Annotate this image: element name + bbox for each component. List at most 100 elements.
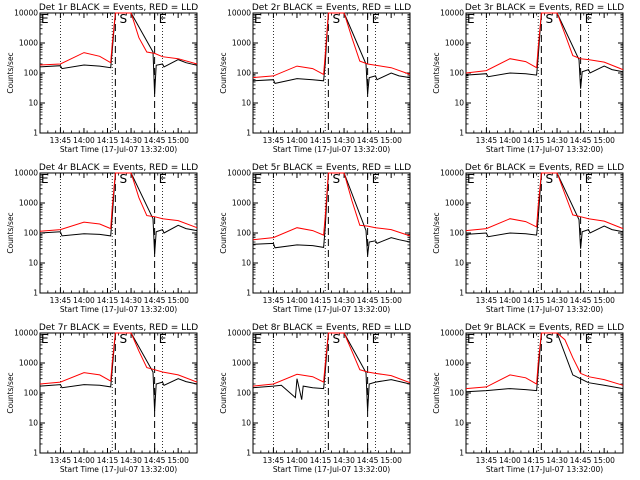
lld-series-line bbox=[465, 12, 624, 74]
x-tick-label: 14:00 bbox=[73, 456, 95, 465]
lld-series-line bbox=[252, 332, 411, 387]
plot-frame bbox=[465, 172, 624, 294]
interval-marker-label: E bbox=[159, 332, 167, 346]
x-tick-label: 14:00 bbox=[499, 136, 521, 145]
x-tick-label: 13:45 bbox=[263, 296, 285, 305]
panel-9: Det 9r BLACK = Events, RED = LLD 1 10 100 10… bbox=[432, 323, 624, 474]
interval-marker-label: S bbox=[120, 12, 128, 26]
interval-marker-label: E bbox=[41, 12, 49, 26]
panel-3: Det 3r BLACK = Events, RED = LLD 1 10 100 10… bbox=[432, 3, 624, 154]
panel-title: Det 7r BLACK = Events, RED = LLD bbox=[39, 323, 198, 333]
y-tick-label: 10 bbox=[454, 99, 464, 108]
x-tick-label: 14:30 bbox=[333, 136, 355, 145]
interval-marker-label: E bbox=[372, 12, 380, 26]
panel-title: Det 9r BLACK = Events, RED = LLD bbox=[465, 323, 624, 333]
x-tick-label: 14:00 bbox=[73, 136, 95, 145]
interval-marker-label: E bbox=[159, 172, 167, 186]
y-tick-label: 10 bbox=[28, 259, 38, 268]
panel-title: Det 6r BLACK = Events, RED = LLD bbox=[465, 163, 624, 173]
y-axis-label: Counts/sec bbox=[219, 212, 228, 253]
x-axis-label: Start Time (17-Jul-07 13:32:00) bbox=[273, 305, 390, 314]
y-tick-label: 100 bbox=[450, 69, 465, 78]
y-tick-label: 100 bbox=[24, 69, 39, 78]
interval-marker-label: E bbox=[254, 332, 262, 346]
interval-marker-label: E bbox=[585, 332, 593, 346]
x-tick-label: 15:00 bbox=[167, 136, 189, 145]
x-tick-label: 14:00 bbox=[286, 296, 308, 305]
y-tick-label: 1000 bbox=[232, 199, 251, 208]
x-tick-label: 14:30 bbox=[546, 456, 568, 465]
x-tick-label: 13:45 bbox=[50, 296, 72, 305]
events-series-line bbox=[465, 172, 624, 249]
y-axis-label: Counts/sec bbox=[432, 212, 441, 253]
events-series-line bbox=[465, 332, 624, 393]
x-tick-label: 14:15 bbox=[523, 456, 545, 465]
interval-marker-label: E bbox=[372, 172, 380, 186]
y-tick-label: 1000 bbox=[232, 39, 251, 48]
panel-5: Det 5r BLACK = Events, RED = LLD 1 10 100 10… bbox=[219, 163, 411, 314]
panel-1: Det 1r BLACK = Events, RED = LLD 1 10 100 10… bbox=[6, 3, 198, 154]
y-axis-label: Counts/sec bbox=[432, 52, 441, 93]
x-tick-label: 14:15 bbox=[97, 296, 119, 305]
lld-series-line bbox=[252, 172, 411, 241]
y-tick-label: 100 bbox=[24, 229, 39, 238]
interval-marker-label: E bbox=[372, 332, 380, 346]
y-tick-label: 100 bbox=[24, 389, 39, 398]
interval-marker-label: E bbox=[41, 332, 49, 346]
x-tick-label: 14:00 bbox=[286, 456, 308, 465]
x-tick-label: 14:15 bbox=[310, 136, 332, 145]
x-tick-label: 15:00 bbox=[593, 296, 615, 305]
x-tick-label: 15:00 bbox=[593, 136, 615, 145]
y-tick-label: 1 bbox=[33, 129, 38, 138]
y-tick-label: 100 bbox=[237, 229, 252, 238]
interval-marker-label: E bbox=[467, 332, 475, 346]
events-series-line bbox=[252, 12, 411, 95]
interval-marker-label: E bbox=[585, 12, 593, 26]
y-tick-label: 1 bbox=[459, 289, 464, 298]
x-tick-label: 14:15 bbox=[310, 296, 332, 305]
y-tick-label: 1 bbox=[33, 449, 38, 458]
x-tick-label: 13:45 bbox=[50, 136, 72, 145]
y-tick-label: 10000 bbox=[440, 9, 464, 18]
x-tick-label: 14:45 bbox=[144, 456, 166, 465]
y-tick-label: 100 bbox=[450, 229, 465, 238]
interval-marker-label: E bbox=[467, 12, 475, 26]
x-tick-label: 13:45 bbox=[476, 456, 498, 465]
panel-title: Det 4r BLACK = Events, RED = LLD bbox=[39, 163, 198, 173]
x-tick-label: 14:45 bbox=[570, 296, 592, 305]
y-tick-label: 10 bbox=[241, 419, 251, 428]
x-tick-label: 15:00 bbox=[380, 296, 402, 305]
y-tick-label: 10000 bbox=[440, 329, 464, 338]
y-tick-label: 10 bbox=[454, 419, 464, 428]
lld-series-line bbox=[39, 172, 198, 232]
y-tick-label: 1000 bbox=[19, 39, 38, 48]
panel-title: Det 1r BLACK = Events, RED = LLD bbox=[39, 3, 198, 13]
x-tick-label: 14:15 bbox=[310, 456, 332, 465]
x-tick-label: 14:00 bbox=[73, 296, 95, 305]
x-tick-label: 14:45 bbox=[144, 296, 166, 305]
x-tick-label: 14:15 bbox=[97, 456, 119, 465]
plot-frame bbox=[465, 12, 624, 134]
interval-marker-label: S bbox=[333, 332, 341, 346]
x-tick-label: 13:45 bbox=[476, 296, 498, 305]
x-tick-label: 14:15 bbox=[523, 296, 545, 305]
y-tick-label: 1 bbox=[459, 129, 464, 138]
y-tick-label: 100 bbox=[450, 389, 465, 398]
y-tick-label: 1000 bbox=[19, 359, 38, 368]
y-axis-label: Counts/sec bbox=[219, 372, 228, 413]
lld-series-line bbox=[465, 172, 624, 232]
x-tick-label: 13:45 bbox=[263, 136, 285, 145]
x-tick-label: 14:30 bbox=[546, 136, 568, 145]
plot-frame bbox=[465, 332, 624, 454]
y-tick-label: 10000 bbox=[227, 329, 251, 338]
x-tick-label: 13:45 bbox=[476, 136, 498, 145]
y-tick-label: 10 bbox=[28, 99, 38, 108]
lld-series-line bbox=[465, 332, 624, 390]
x-axis-label: Start Time (17-Jul-07 13:32:00) bbox=[60, 145, 177, 154]
events-series-line bbox=[252, 332, 411, 412]
y-axis-label: Counts/sec bbox=[219, 52, 228, 93]
events-series-line bbox=[39, 12, 198, 95]
x-tick-label: 14:30 bbox=[120, 296, 142, 305]
y-tick-label: 1 bbox=[246, 449, 251, 458]
x-axis-label: Start Time (17-Jul-07 13:32:00) bbox=[486, 465, 603, 474]
